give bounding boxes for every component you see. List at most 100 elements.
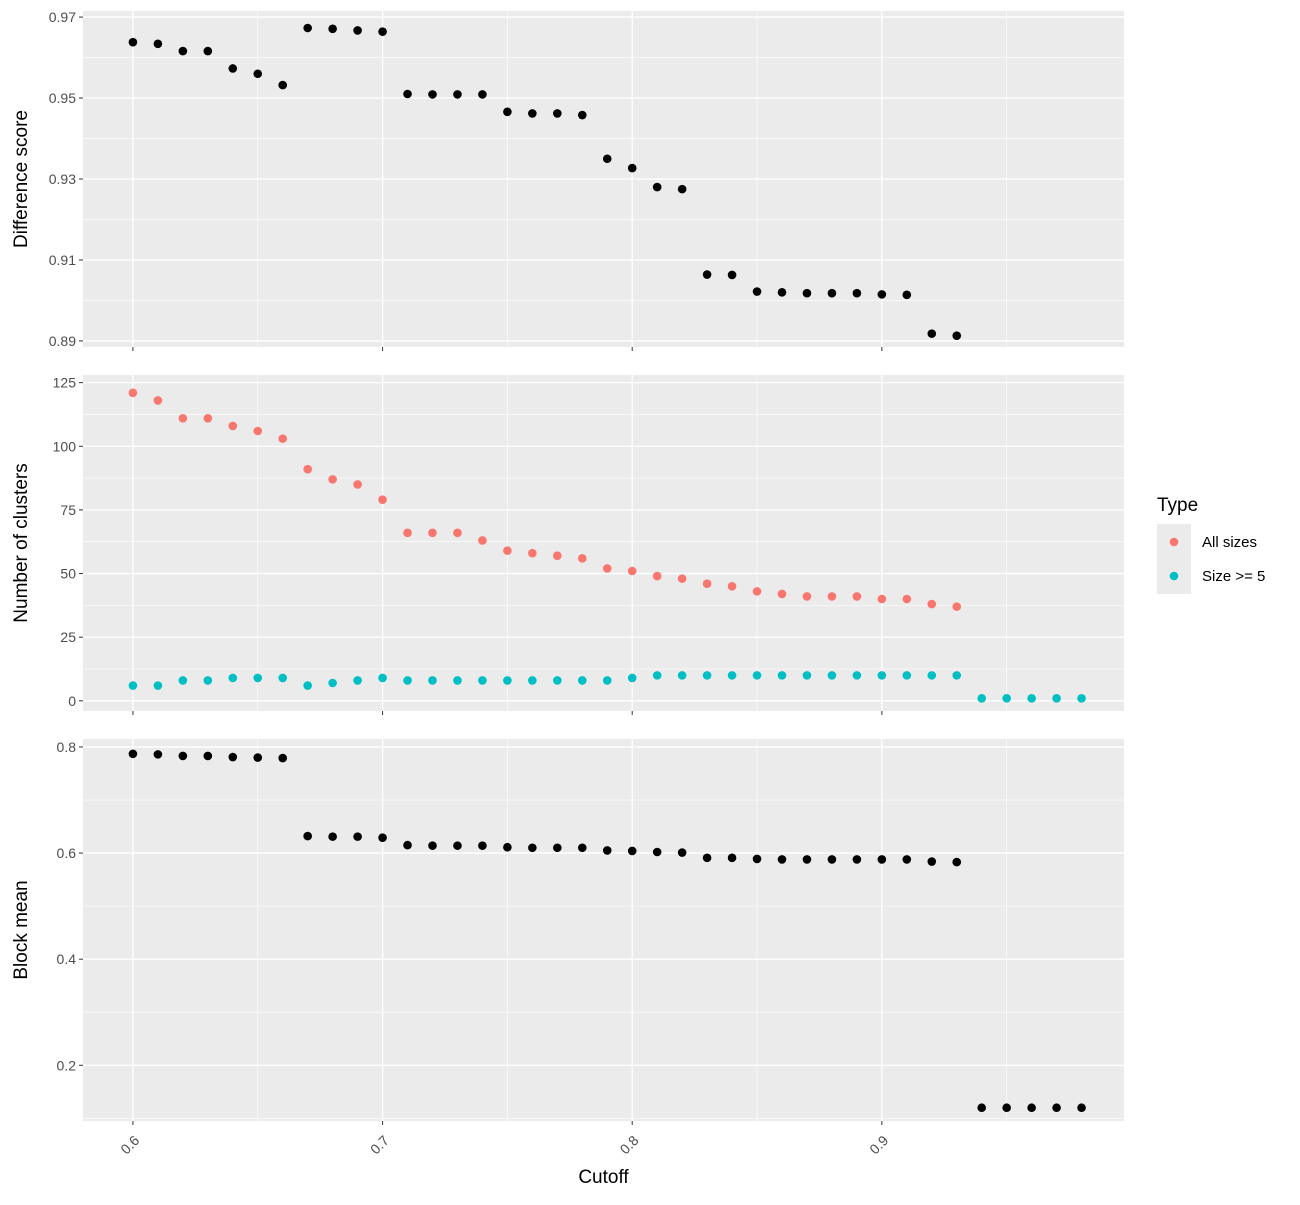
data-point [553, 676, 562, 685]
y-tick-label: 0.6 [57, 845, 77, 861]
panel-background [83, 739, 1124, 1121]
data-point [203, 413, 213, 423]
y-axis-title: Number of clusters [11, 463, 32, 622]
panel-background [83, 375, 1124, 711]
legend-label: All sizes [1202, 534, 1257, 551]
data-point [877, 290, 887, 299]
data-point [453, 841, 462, 850]
y-tick-label: 0.2 [57, 1057, 77, 1073]
data-point [353, 832, 362, 841]
data-point [378, 673, 387, 683]
legend-label: Size >= 5 [1202, 568, 1265, 585]
data-point [403, 89, 412, 99]
data-point [602, 564, 612, 573]
y-tick-label: 0.93 [49, 171, 76, 187]
data-point [952, 331, 962, 340]
data-point [153, 750, 163, 759]
data-point [702, 270, 712, 279]
data-point [827, 671, 837, 680]
x-tick-label: 0.8 [617, 1132, 642, 1157]
data-point [178, 46, 188, 56]
data-point [128, 388, 138, 398]
data-point [752, 587, 762, 596]
data-point [952, 671, 962, 680]
y-tick-label: 100 [53, 438, 77, 454]
data-point [478, 90, 487, 99]
data-point [378, 27, 387, 36]
data-point [503, 842, 512, 852]
y-tick-label: 0.91 [49, 252, 76, 268]
data-point [203, 676, 213, 685]
data-point [652, 571, 662, 581]
data-point [902, 855, 912, 864]
data-point [627, 673, 637, 683]
data-point [927, 329, 937, 338]
data-point [203, 751, 213, 761]
data-point [777, 855, 787, 864]
data-point [353, 26, 362, 35]
data-point [877, 594, 887, 604]
x-tick-label: 0.9 [866, 1132, 891, 1157]
data-point [727, 671, 737, 680]
data-point [802, 592, 812, 601]
data-point [178, 751, 188, 761]
data-point [1027, 693, 1036, 703]
data-point [627, 846, 637, 856]
data-point [303, 464, 312, 474]
data-point [702, 579, 712, 589]
data-point [777, 589, 787, 599]
data-point [253, 753, 263, 762]
data-point [1002, 693, 1011, 703]
data-point [577, 676, 587, 685]
data-point [1052, 693, 1061, 703]
data-point [453, 528, 462, 538]
y-axis-title: Difference score [11, 110, 32, 248]
data-point [403, 676, 412, 685]
data-point [752, 854, 762, 864]
data-point [378, 495, 387, 505]
data-point [652, 671, 662, 680]
data-point [253, 673, 263, 683]
data-point [702, 671, 712, 680]
data-point [503, 107, 512, 117]
data-point [852, 671, 862, 680]
data-point [553, 551, 562, 561]
data-point [877, 855, 887, 864]
y-tick-label: 75 [60, 502, 76, 518]
data-point [528, 843, 537, 853]
data-point [328, 678, 337, 688]
data-point [278, 673, 288, 683]
y-tick-label: 25 [60, 629, 76, 645]
data-point [303, 681, 312, 690]
data-point [927, 671, 937, 680]
data-point [1002, 1103, 1011, 1113]
data-point [453, 90, 462, 99]
data-point [927, 599, 937, 609]
data-point [303, 23, 312, 33]
legend-key [1169, 537, 1179, 547]
x-axis-title: Cutoff [578, 1167, 629, 1188]
y-tick-label: 125 [53, 375, 77, 391]
y-tick-label: 0.95 [49, 90, 76, 106]
data-point [253, 426, 263, 436]
data-point [677, 848, 687, 857]
data-point [378, 833, 387, 842]
data-point [478, 676, 487, 685]
data-point [777, 288, 787, 297]
data-point [328, 832, 337, 841]
data-point [652, 847, 662, 857]
data-point [153, 39, 163, 49]
data-point [128, 681, 138, 690]
data-point [428, 528, 437, 538]
data-point [228, 673, 238, 683]
data-point [777, 671, 787, 680]
data-point [153, 396, 163, 405]
data-point [528, 548, 537, 558]
data-point [228, 421, 238, 431]
data-point [403, 840, 412, 850]
data-point [827, 288, 837, 298]
data-point [1027, 1103, 1036, 1113]
data-point [802, 855, 812, 864]
data-point [927, 857, 937, 866]
data-point [128, 749, 138, 759]
